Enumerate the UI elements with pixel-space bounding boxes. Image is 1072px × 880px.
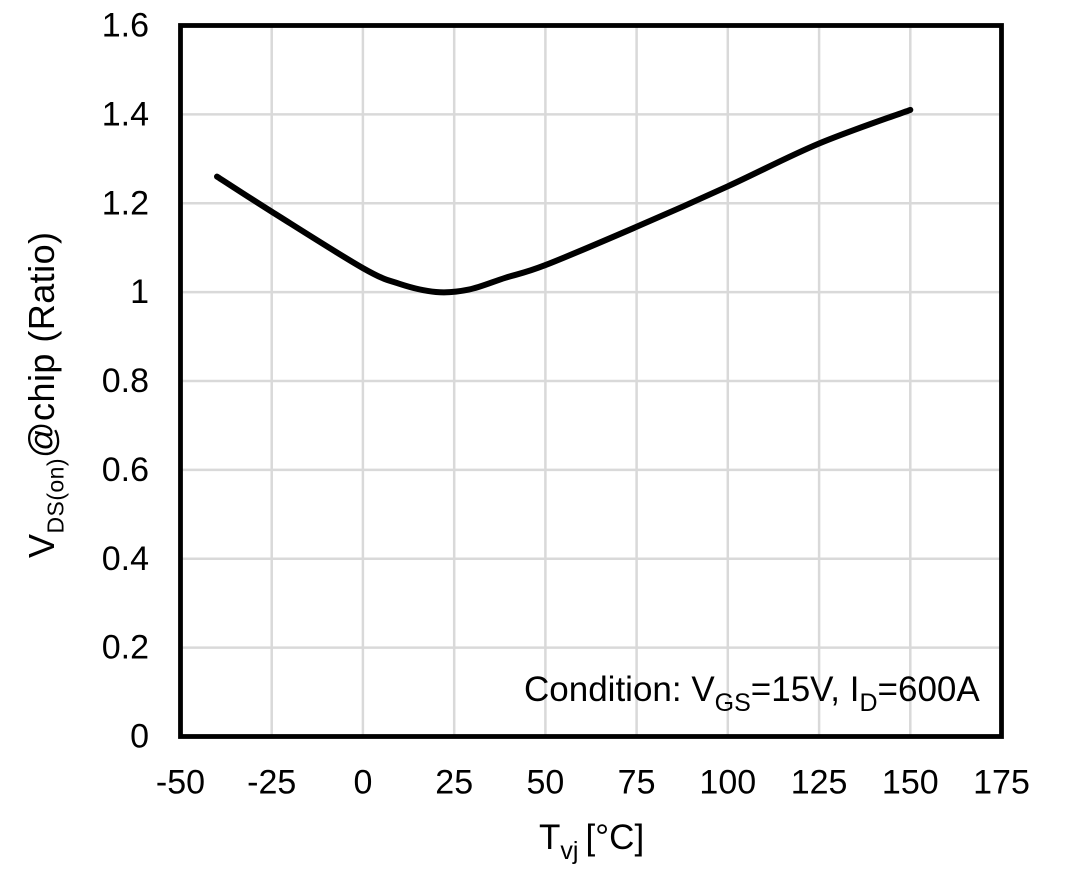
svg-text:VDS(on)@chip (Ratio): VDS(on)@chip (Ratio) [21, 232, 68, 559]
svg-text:150: 150 [882, 764, 939, 802]
svg-text:0.2: 0.2 [102, 629, 149, 667]
svg-text:125: 125 [791, 764, 848, 802]
svg-text:0.6: 0.6 [102, 451, 149, 489]
svg-text:50: 50 [526, 764, 564, 802]
svg-text:0: 0 [353, 764, 372, 802]
svg-text:-50: -50 [156, 764, 205, 802]
svg-text:100: 100 [699, 764, 756, 802]
svg-text:-25: -25 [247, 764, 296, 802]
svg-text:25: 25 [435, 764, 473, 802]
svg-text:0.8: 0.8 [102, 362, 149, 400]
svg-text:1.6: 1.6 [102, 7, 149, 45]
svg-text:1: 1 [130, 273, 149, 311]
svg-text:0: 0 [130, 718, 149, 756]
svg-text:0.4: 0.4 [102, 540, 149, 578]
svg-text:1.2: 1.2 [102, 184, 149, 222]
svg-text:75: 75 [618, 764, 656, 802]
svg-text:1.4: 1.4 [102, 96, 149, 134]
svg-text:175: 175 [973, 764, 1030, 802]
